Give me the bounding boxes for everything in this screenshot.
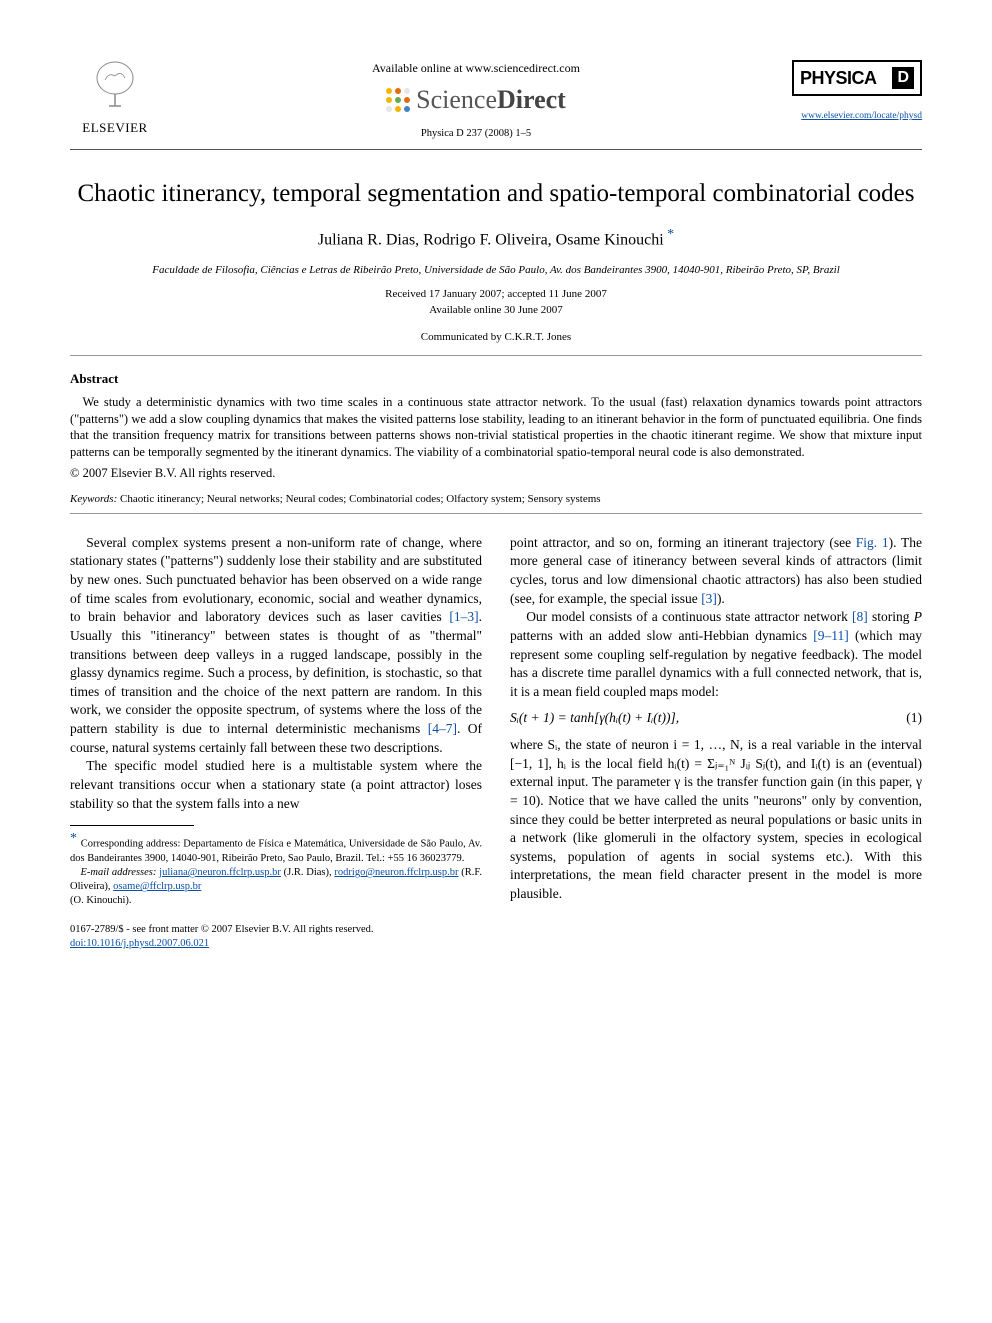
front-matter-line: 0167-2789/$ - see front matter © 2007 El…	[70, 923, 482, 937]
footnotes: * Corresponding address: Departamento de…	[70, 830, 482, 908]
sciencedirect-logo: ScienceDirect	[160, 82, 792, 117]
citation-link[interactable]: [3]	[701, 591, 717, 606]
body-paragraph: Several complex systems present a non-un…	[70, 534, 482, 758]
keywords-label: Keywords:	[70, 493, 117, 505]
body-paragraph: point attractor, and so on, forming an i…	[510, 534, 922, 609]
body-paragraph: where Sᵢ, the state of neuron i = 1, …, …	[510, 736, 922, 904]
doi-link[interactable]: doi:10.1016/j.physd.2007.06.021	[70, 938, 209, 949]
email-footnote: E-mail addresses: juliana@neuron.ffclrp.…	[70, 866, 482, 894]
citation-link[interactable]: [9–11]	[813, 628, 849, 643]
email-link[interactable]: rodrigo@neuron.ffclrp.usp.br	[334, 867, 458, 878]
elsevier-tree-icon	[70, 60, 160, 117]
sd-dots-icon	[386, 88, 410, 112]
equation: Sᵢ(t + 1) = tanh[γ(hᵢ(t) + Iᵢ(t))],	[510, 709, 679, 728]
abstract-section: Abstract We study a deterministic dynami…	[70, 370, 922, 482]
equation-row: Sᵢ(t + 1) = tanh[γ(hᵢ(t) + Iᵢ(t))], (1)	[510, 709, 922, 728]
journal-name: PHYSICA	[800, 66, 877, 90]
center-header: Available online at www.sciencedirect.co…	[160, 60, 792, 141]
footer: 0167-2789/$ - see front matter © 2007 El…	[70, 923, 482, 952]
authors: Juliana R. Dias, Rodrigo F. Oliveira, Os…	[70, 226, 922, 251]
journal-title-box: PHYSICA D	[792, 60, 922, 96]
email-link[interactable]: osame@ffclrp.usp.br	[113, 881, 201, 892]
keywords: Keywords: Chaotic itinerancy; Neural net…	[70, 492, 922, 507]
page-header: ELSEVIER Available online at www.science…	[70, 60, 922, 141]
left-column: Several complex systems present a non-un…	[70, 534, 482, 952]
citation-link[interactable]: [8]	[852, 609, 868, 624]
article-title: Chaotic itinerancy, temporal segmentatio…	[70, 178, 922, 209]
abstract-copyright: © 2007 Elsevier B.V. All rights reserved…	[70, 465, 922, 482]
journal-letter: D	[892, 67, 914, 89]
body-columns: Several complex systems present a non-un…	[70, 534, 922, 952]
abstract-text: We study a deterministic dynamics with t…	[70, 394, 922, 462]
publisher-name: ELSEVIER	[70, 119, 160, 137]
journal-reference: Physica D 237 (2008) 1–5	[160, 127, 792, 141]
publication-dates: Received 17 January 2007; accepted 11 Ju…	[70, 287, 922, 318]
body-paragraph: The specific model studied here is a mul…	[70, 757, 482, 813]
footnote-star-icon: *	[70, 831, 81, 846]
sd-wordmark: ScienceDirect	[416, 82, 566, 117]
right-column: point attractor, and so on, forming an i…	[510, 534, 922, 952]
figure-link[interactable]: Fig. 1	[856, 535, 889, 550]
keywords-text: Chaotic itinerancy; Neural networks; Neu…	[117, 493, 600, 505]
keywords-rule	[70, 513, 922, 514]
header-rule	[70, 149, 922, 150]
equation-number: (1)	[906, 709, 922, 728]
citation-link[interactable]: [1–3]	[449, 609, 478, 624]
elsevier-logo: ELSEVIER	[70, 60, 160, 137]
body-paragraph: Our model consists of a continuous state…	[510, 608, 922, 701]
email-who: (O. Kinouchi).	[70, 894, 482, 908]
available-online-date: Available online 30 June 2007	[70, 303, 922, 318]
communicated-by: Communicated by C.K.R.T. Jones	[70, 330, 922, 345]
title-rule	[70, 355, 922, 356]
available-online-text: Available online at www.sciencedirect.co…	[160, 60, 792, 76]
affiliation: Faculdade de Filosofia, Ciências e Letra…	[70, 263, 922, 278]
corresponding-footnote: * Corresponding address: Departamento de…	[70, 830, 482, 866]
citation-link[interactable]: [4–7]	[428, 721, 457, 736]
received-date: Received 17 January 2007; accepted 11 Ju…	[70, 287, 922, 302]
journal-url-link[interactable]: www.elsevier.com/locate/physd	[792, 110, 922, 123]
abstract-heading: Abstract	[70, 370, 922, 388]
corresponding-author-mark-icon: *	[664, 227, 675, 242]
email-link[interactable]: juliana@neuron.ffclrp.usp.br	[159, 867, 281, 878]
footnote-rule	[70, 825, 194, 826]
journal-box: PHYSICA D www.elsevier.com/locate/physd	[792, 60, 922, 123]
